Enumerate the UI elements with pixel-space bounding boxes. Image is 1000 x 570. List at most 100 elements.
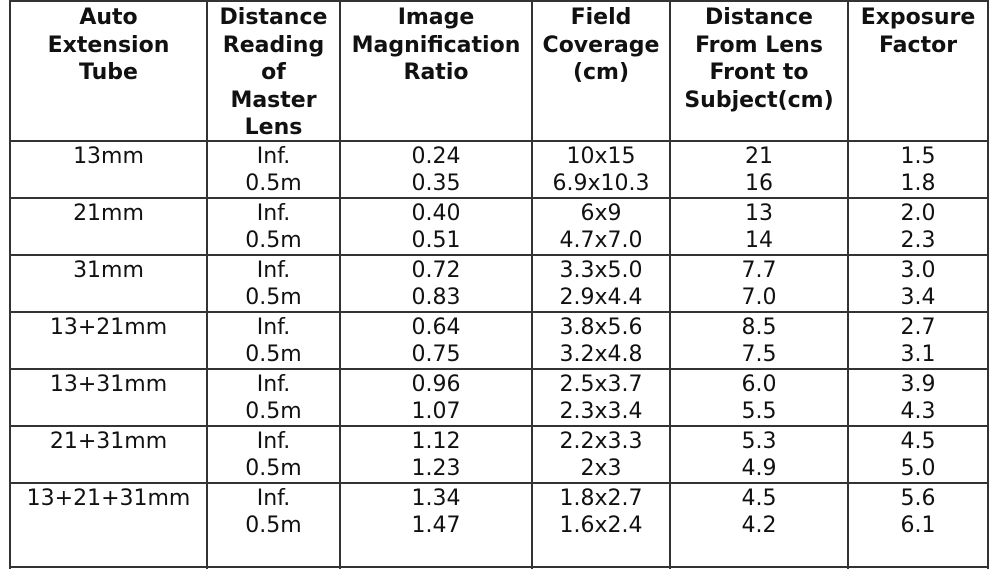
cell-text: Inf. (256, 315, 291, 340)
tube-name: 13+21+31mm (26, 486, 191, 511)
column-border (9, 0, 11, 569)
row-border (10, 0, 989, 2)
row-border (10, 140, 989, 142)
tube-name: 21mm (73, 201, 144, 226)
tube-name: 13+21mm (49, 315, 168, 340)
cell-text: 1.07 (411, 399, 461, 424)
column-border (339, 0, 341, 569)
header-text: Front to (709, 60, 809, 85)
header-text: (cm) (572, 60, 630, 85)
cell-text: 2.3 (900, 228, 936, 253)
cell-text: 0.64 (411, 315, 461, 340)
cell-text: 2.0 (900, 201, 936, 226)
header-text: Field (570, 5, 632, 30)
column-border (206, 0, 208, 569)
row-border (10, 566, 989, 568)
cell-text: 7.5 (741, 342, 777, 367)
cell-text: 0.75 (411, 342, 461, 367)
header-text: Tube (79, 60, 138, 85)
cell-text: 0.5m (245, 171, 302, 196)
cell-text: 0.5m (245, 342, 302, 367)
cell-text: 1.34 (411, 486, 461, 511)
header-text: Reading (222, 32, 325, 58)
cell-text: 3.1 (900, 342, 936, 367)
header-text: Magnification (351, 32, 521, 58)
cell-text: 0.83 (411, 285, 461, 310)
row-border (10, 482, 989, 484)
row-border (10, 425, 989, 427)
cell-text: 4.7x7.0 (559, 228, 643, 253)
cell-text: 0.5m (245, 513, 302, 538)
header-text: of (261, 60, 286, 85)
tube-name: 13+31mm (49, 372, 168, 397)
row-border (10, 197, 989, 199)
cell-text: Inf. (256, 372, 291, 397)
cell-text: 1.8x2.7 (559, 486, 643, 511)
row-border (10, 254, 989, 256)
cell-text: 5.5 (741, 399, 777, 424)
cell-text: 0.5m (245, 285, 302, 310)
cell-text: 6.0 (741, 372, 777, 397)
cell-text: 1.23 (411, 456, 461, 481)
cell-text: 2.9x4.4 (559, 285, 643, 310)
cell-text: 5.6 (900, 486, 936, 511)
cell-text: Inf. (256, 429, 291, 454)
cell-text: 4.9 (741, 456, 777, 481)
cell-text: 7.7 (741, 258, 777, 283)
cell-text: 1.47 (411, 513, 461, 538)
cell-text: 1.12 (411, 429, 461, 454)
cell-text: 0.35 (411, 171, 461, 196)
header-text: Ratio (403, 60, 469, 85)
header-text: Image (397, 5, 475, 30)
cell-text: 6.9x10.3 (552, 171, 650, 196)
cell-text: 3.3x5.0 (559, 258, 643, 283)
cell-text: 2.3x3.4 (559, 399, 643, 424)
cell-text: 13 (745, 201, 773, 226)
cell-text: 8.5 (741, 315, 777, 340)
cell-text: 3.8x5.6 (559, 315, 643, 340)
header-text: Coverage (542, 32, 660, 58)
cell-text: 2x3 (580, 456, 622, 481)
row-border (10, 368, 989, 370)
cell-text: 0.5m (245, 456, 302, 481)
cell-text: Inf. (256, 144, 291, 169)
column-border (987, 0, 989, 569)
header-text: Master (230, 87, 317, 113)
cell-text: 4.3 (900, 399, 936, 424)
cell-text: 0.96 (411, 372, 461, 397)
cell-text: 5.3 (741, 429, 777, 454)
cell-text: 2.2x3.3 (559, 429, 643, 454)
column-border (847, 0, 849, 569)
header-text: From Lens (695, 32, 823, 58)
cell-text: Inf. (256, 486, 291, 511)
tube-name: 13mm (73, 144, 144, 169)
header-text: Auto (79, 5, 138, 30)
cell-text: 14 (745, 228, 773, 253)
tube-name: 21+31mm (49, 429, 168, 454)
row-border (10, 311, 989, 313)
cell-text: 0.51 (411, 228, 461, 253)
cell-text: 3.4 (900, 285, 936, 310)
cell-text: 4.2 (741, 513, 777, 538)
cell-text: 1.6x2.4 (559, 513, 643, 538)
header-text: Extension (47, 32, 170, 58)
cell-text: 2.5x3.7 (559, 372, 643, 397)
header-text: Distance (219, 5, 328, 30)
cell-text: 7.0 (741, 285, 777, 310)
cell-text: 0.40 (411, 201, 461, 226)
cell-text: Inf. (256, 258, 291, 283)
cell-text: 5.0 (900, 456, 936, 481)
cell-text: 0.24 (411, 144, 461, 169)
cell-text: 10x15 (566, 144, 636, 169)
cell-text: 6x9 (580, 201, 622, 226)
cell-text: Inf. (256, 201, 291, 226)
cell-text: 0.5m (245, 228, 302, 253)
cell-text: 2.7 (900, 315, 936, 340)
cell-text: 0.5m (245, 399, 302, 424)
cell-text: 16 (745, 171, 773, 196)
header-text: Factor (878, 32, 958, 58)
cell-text: 21 (745, 144, 773, 169)
cell-text: 3.9 (900, 372, 936, 397)
header-text: Subject(cm) (684, 87, 834, 113)
